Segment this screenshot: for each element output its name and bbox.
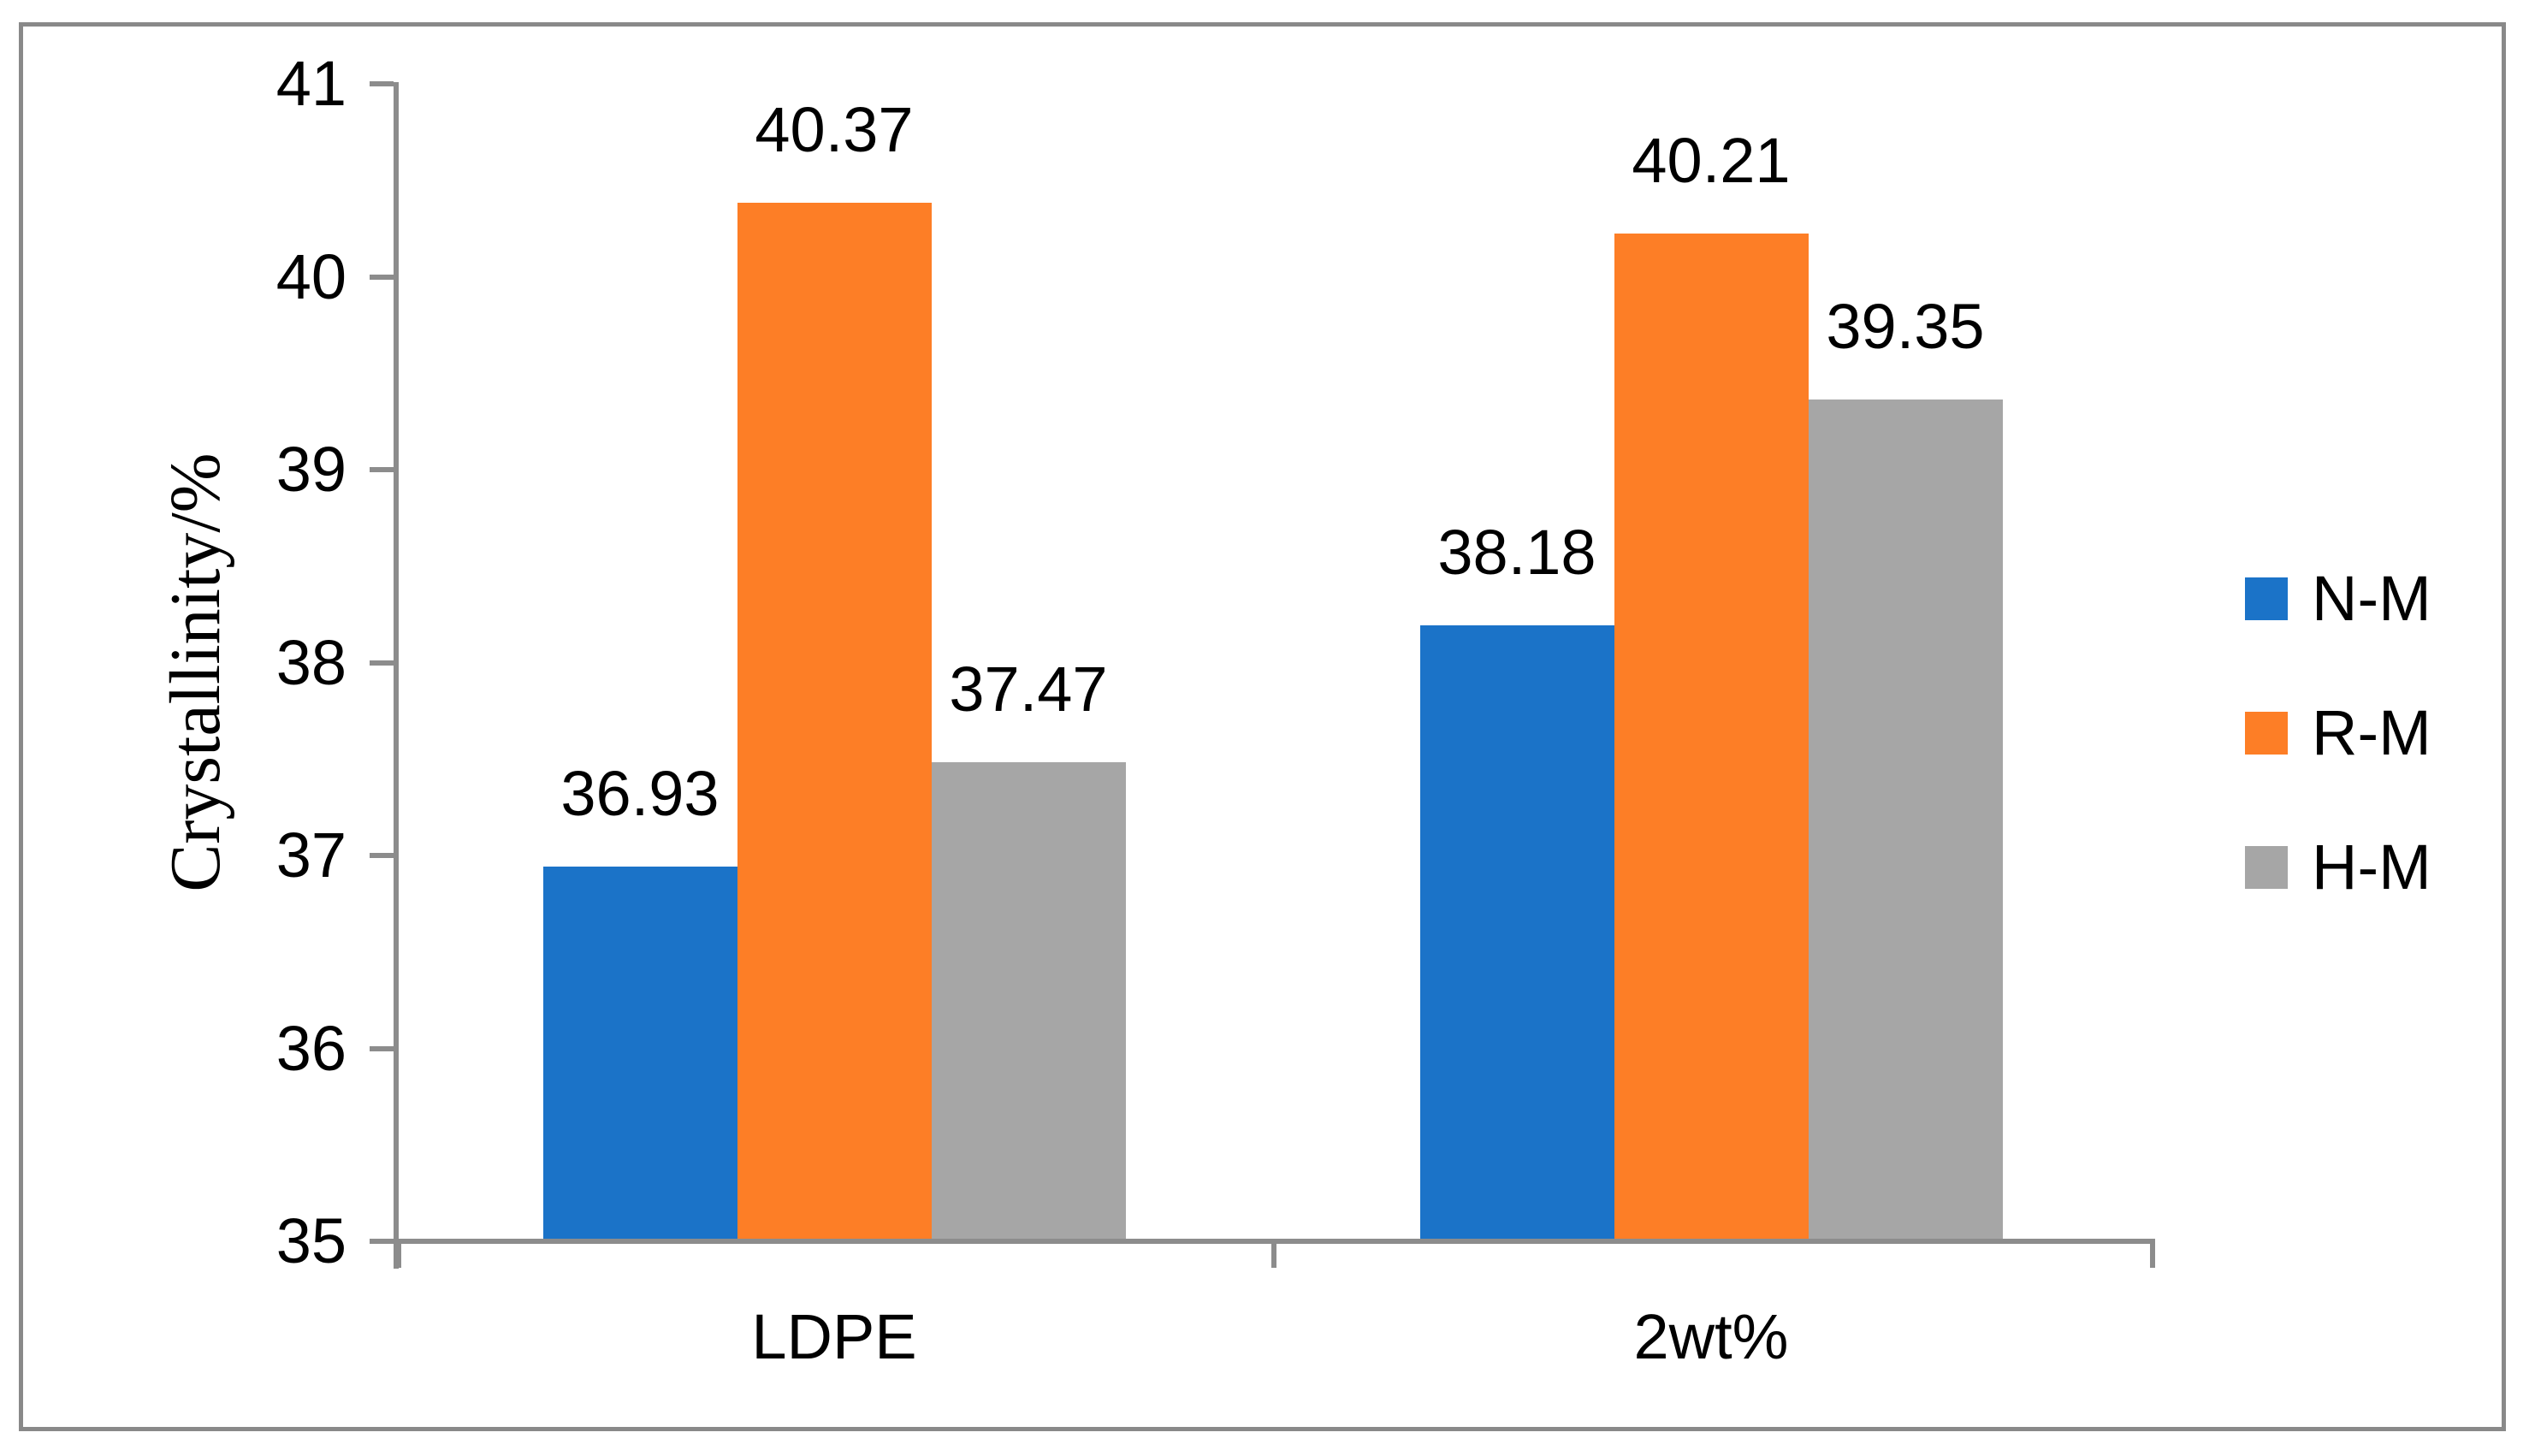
legend-item-r-m: R-M bbox=[2245, 690, 2431, 776]
y-axis-tick-label: 38 bbox=[275, 626, 346, 698]
y-axis-tick bbox=[370, 853, 394, 858]
legend-swatch-r-m bbox=[2245, 712, 2288, 755]
legend-swatch-n-m bbox=[2245, 577, 2288, 620]
x-axis-tick bbox=[2150, 1239, 2155, 1268]
y-axis-tick bbox=[370, 274, 394, 280]
bar-h-m-ldpe bbox=[931, 762, 1126, 1239]
x-category-label-ldpe: LDPE bbox=[751, 1301, 917, 1372]
y-axis-line bbox=[394, 82, 399, 1269]
bar-r-m-ldpe bbox=[737, 203, 932, 1239]
legend-label-n-m: N-M bbox=[2312, 563, 2431, 634]
x-category-label-2wt%: 2wt% bbox=[1633, 1301, 1789, 1372]
bar-value-label: 40.21 bbox=[1632, 125, 1791, 197]
bar-r-m-2wt% bbox=[1614, 234, 1809, 1239]
legend-swatch-h-m bbox=[2245, 846, 2288, 889]
y-axis-tick bbox=[370, 81, 394, 86]
bar-value-label: 39.35 bbox=[1826, 291, 1985, 363]
y-axis-tick bbox=[370, 1045, 394, 1051]
y-axis-tick-label: 36 bbox=[275, 1012, 346, 1084]
y-axis-tick-label: 37 bbox=[275, 820, 346, 891]
chart-outer-border: Crystallinity/% 41 40 39 38 37 36 35 36.93 38.18… bbox=[19, 22, 2506, 1431]
legend-item-h-m: H-M bbox=[2245, 825, 2431, 910]
y-axis-tick-label: 39 bbox=[275, 434, 346, 505]
bar-h-m-2wt% bbox=[1808, 400, 2003, 1239]
bar-value-label: 37.47 bbox=[949, 654, 1108, 725]
y-axis-tick bbox=[370, 660, 394, 666]
bar-n-m-ldpe bbox=[542, 866, 737, 1239]
legend-label-r-m: R-M bbox=[2312, 697, 2431, 768]
x-axis-tick bbox=[396, 1239, 401, 1268]
y-axis-tick bbox=[370, 467, 394, 472]
x-axis-tick bbox=[1271, 1239, 1276, 1268]
bar-value-label: 36.93 bbox=[560, 757, 720, 829]
bar-value-label: 40.37 bbox=[755, 94, 914, 166]
y-axis-tick-label: 40 bbox=[275, 240, 346, 312]
bar-value-label: 38.18 bbox=[1437, 516, 1596, 588]
plot-area: 41 40 39 38 37 36 35 36.93 38.18 40.37 40.21 37.47 3… bbox=[4, 4, 2491, 1413]
bar-n-m-2wt% bbox=[1419, 624, 1614, 1239]
y-axis-tick-label: 41 bbox=[275, 48, 346, 119]
y-axis-tick bbox=[370, 1239, 394, 1244]
y-axis-tick-label: 35 bbox=[275, 1205, 346, 1276]
legend-item-n-m: N-M bbox=[2245, 556, 2431, 642]
legend-label-h-m: H-M bbox=[2312, 832, 2431, 903]
